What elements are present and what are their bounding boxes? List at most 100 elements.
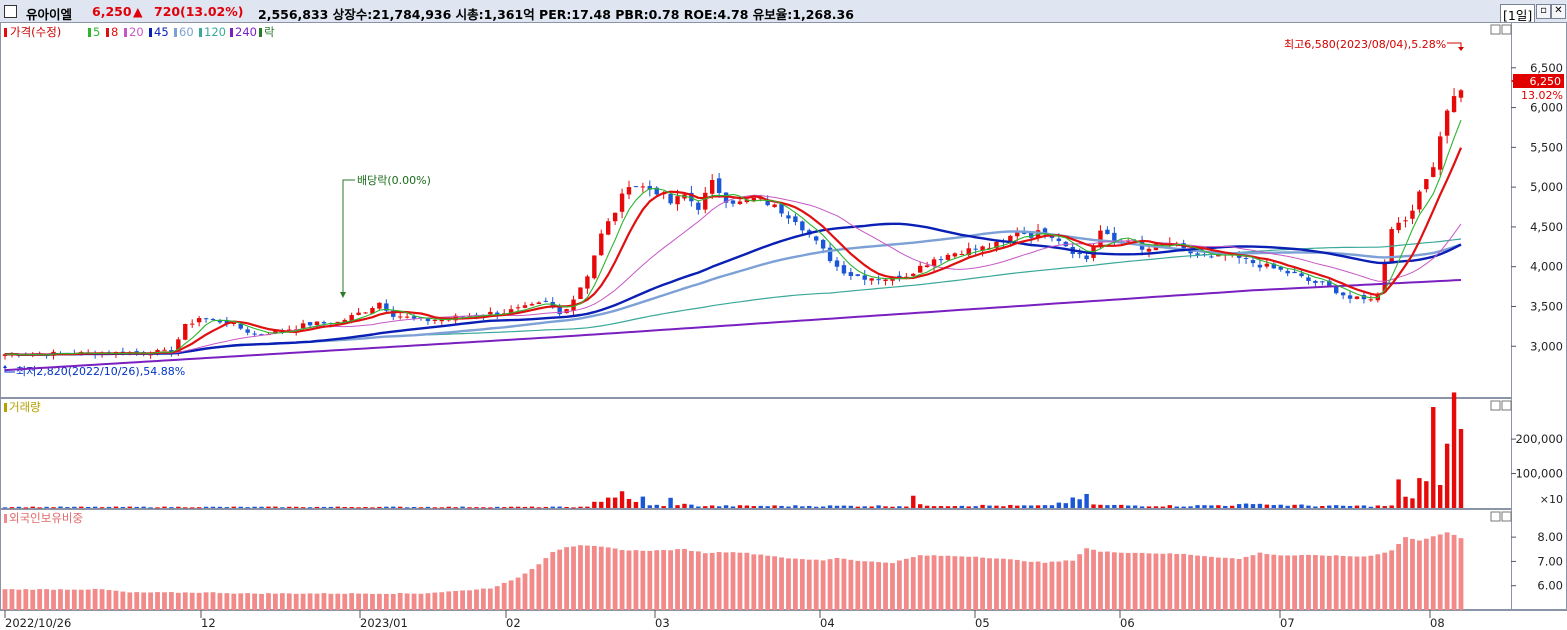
price-candle <box>1417 189 1422 213</box>
candle-body <box>1299 273 1304 277</box>
foreign-ratio-bar <box>820 560 826 610</box>
volume-bar <box>786 506 791 508</box>
volume-bar <box>557 506 562 508</box>
candle-body <box>238 323 243 329</box>
foreign-ratio-bar <box>238 593 244 610</box>
foreign-ratio-bar <box>1326 555 1332 610</box>
candle-body <box>162 349 167 351</box>
candle-body <box>814 236 819 241</box>
volume-bar <box>106 506 112 508</box>
foreign-ratio-bar <box>148 592 153 610</box>
volume-bar <box>793 505 798 508</box>
foreign-ratio-bar <box>1118 552 1124 610</box>
price-candle <box>918 262 923 273</box>
candle-body <box>1008 235 1013 243</box>
candle-body <box>439 319 444 322</box>
select-checkbox[interactable] <box>4 5 17 18</box>
foreign-ratio-bar <box>1319 555 1325 610</box>
candle-body <box>737 201 743 204</box>
candle-body <box>307 322 313 326</box>
foreign-ratio-bar <box>987 558 992 610</box>
foreign-ratio-bar <box>418 593 424 610</box>
price-candle <box>869 278 874 285</box>
foreign-ratio-bar <box>1306 554 1311 610</box>
volume-bar <box>169 507 174 509</box>
volume-bar <box>377 506 382 508</box>
volume-bar <box>883 506 888 508</box>
volume-bar <box>522 506 528 508</box>
foreign-ratio-bar <box>314 593 320 610</box>
price-candle <box>425 317 431 325</box>
maximize-button[interactable]: ▫ <box>1536 4 1551 19</box>
price-candle <box>578 287 583 300</box>
candle-body <box>363 312 368 314</box>
volume-bar <box>654 504 659 508</box>
candle-body <box>1264 263 1270 267</box>
foreign-ratio-bar <box>16 589 22 610</box>
volume-bar <box>737 505 743 508</box>
foreign-ratio-bar <box>1070 560 1076 610</box>
volume-bar <box>294 506 299 508</box>
foreign-ratio-bar <box>709 552 715 610</box>
foreign-ratio-bar <box>1458 538 1464 610</box>
candle-body <box>1209 256 1214 258</box>
candle-body <box>231 322 236 324</box>
volume-bar <box>120 507 126 509</box>
foreign-ratio-bar <box>612 548 618 610</box>
volume-bar <box>1153 506 1159 508</box>
x-tick-label: 2023/01 <box>360 616 408 630</box>
foreign-ratio-bar <box>779 557 784 610</box>
price-candle <box>1458 88 1464 103</box>
volume-bar <box>564 506 569 508</box>
candle-body <box>134 351 139 353</box>
candle-body <box>529 304 535 306</box>
candle-body <box>626 187 632 195</box>
foreign-ratio-bar <box>453 590 459 610</box>
foreign-ratio-bar <box>203 592 209 610</box>
foreign-ratio-bar <box>252 593 257 610</box>
volume-bar <box>252 506 257 508</box>
volume-bar <box>827 505 833 508</box>
volume-bar <box>495 506 500 508</box>
foreign-legend: 외국인보유비중 <box>4 511 83 525</box>
price-candle <box>356 307 361 316</box>
candle-body <box>1444 110 1450 136</box>
volume-bar <box>751 506 756 508</box>
volume-panel-controls[interactable] <box>1490 400 1512 411</box>
price-candle <box>1313 279 1318 287</box>
foreign-ratio-bar <box>1451 534 1457 610</box>
candle-body <box>335 321 340 324</box>
volume-bar <box>924 505 930 508</box>
volume-bar <box>398 506 403 508</box>
foreign-ratio-bar <box>307 593 313 610</box>
volume-bar <box>1174 506 1179 508</box>
candle-body <box>203 318 209 320</box>
price-candle <box>522 302 528 309</box>
period-selector[interactable]: [1일] <box>1500 4 1536 25</box>
foreign-ratio-bar <box>994 558 999 610</box>
volume-bar <box>855 506 860 508</box>
price-candle <box>1410 204 1415 225</box>
candle-body <box>959 254 964 256</box>
volume-bar <box>335 506 340 508</box>
volume-bar <box>141 506 146 508</box>
foreign-ratio-bar <box>1264 554 1270 610</box>
price-candle <box>196 315 202 327</box>
foreign-ratio-bar <box>910 557 916 610</box>
legend-ma240: 240 <box>235 25 257 39</box>
foreign-ratio-bar <box>245 593 251 610</box>
price-panel-controls[interactable] <box>1490 24 1512 35</box>
volume-bar <box>1049 505 1055 508</box>
close-button[interactable]: ✕ <box>1551 4 1566 19</box>
price-candle <box>363 312 368 314</box>
candle-body <box>876 279 881 281</box>
foreign-ratio-bar <box>1209 556 1214 610</box>
foreign-ratio-bar <box>474 589 479 610</box>
foreign-panel-controls[interactable] <box>1490 511 1512 522</box>
candle-body <box>508 309 514 314</box>
price-candle <box>529 302 535 306</box>
legend-ma120: 120 <box>204 25 226 39</box>
foreign-ratio-bar <box>189 592 195 610</box>
volume-bar <box>273 506 278 508</box>
candle-body <box>973 248 978 250</box>
